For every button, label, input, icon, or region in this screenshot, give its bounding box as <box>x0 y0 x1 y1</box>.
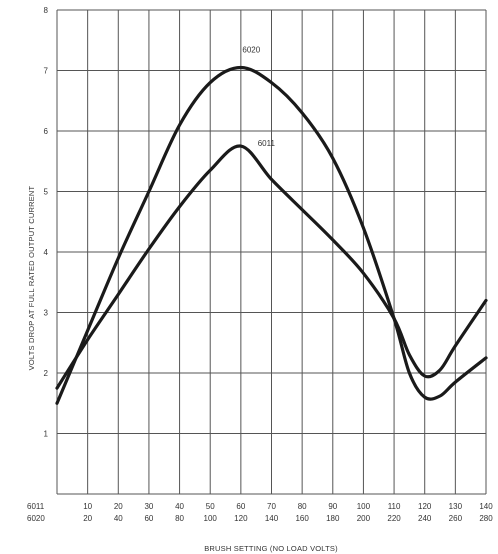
x-tick-label: 80 <box>298 502 307 511</box>
y-tick-label: 2 <box>44 369 49 378</box>
x-tick-label: 6020 <box>27 514 45 523</box>
x-tick-label: 90 <box>328 502 337 511</box>
y-tick-label: 7 <box>44 67 49 76</box>
x-tick-label: 200 <box>357 514 371 523</box>
x-tick-label: 140 <box>479 502 493 511</box>
y-tick-label: 5 <box>44 188 49 197</box>
series-label-6020: 6020 <box>242 45 260 54</box>
series-lines <box>55 65 488 405</box>
x-tick-label: 60 <box>144 514 153 523</box>
y-axis-label: VOLTS DROP AT FULL RATED OUTPUT CURRENT <box>27 185 36 370</box>
x-tick-label: 20 <box>114 502 123 511</box>
y-tick-label: 6 <box>44 127 49 136</box>
y-tick-label: 4 <box>44 248 49 257</box>
x-axis-label: BRUSH SETTING (NO LOAD VOLTS) <box>204 544 338 553</box>
x-tick-label: 10 <box>83 502 92 511</box>
y-tick-labels: 1 2 3 4 5 6 7 8 <box>44 6 49 439</box>
y-tick-label: 1 <box>44 430 49 439</box>
x-tick-label: 220 <box>387 514 401 523</box>
x-tick-label: 180 <box>326 514 340 523</box>
x-tick-label: 240 <box>418 514 432 523</box>
x-tick-label: 70 <box>267 502 276 511</box>
x-tick-label: 40 <box>175 502 184 511</box>
x-tick-label: 120 <box>234 514 248 523</box>
y-tick-label: 8 <box>44 6 49 15</box>
x-tick-label: 20 <box>83 514 92 523</box>
x-tick-labels: 6011 10 20 30 40 50 60 70 80 90 100 110 120 130 140602… <box>27 502 493 523</box>
x-tick-label: 260 <box>449 514 463 523</box>
x-tick-label: 50 <box>206 502 215 511</box>
x-tick-label: 60 <box>236 502 245 511</box>
x-tick-label: 140 <box>265 514 279 523</box>
x-tick-label: 30 <box>144 502 153 511</box>
x-tick-label: 160 <box>295 514 309 523</box>
x-tick-label: 130 <box>449 502 463 511</box>
grid <box>56 9 487 495</box>
x-tick-label: 100 <box>204 514 218 523</box>
x-tick-label: 280 <box>479 514 493 523</box>
x-tick-label: 120 <box>418 502 432 511</box>
x-tick-label: 100 <box>357 502 371 511</box>
x-tick-label: 80 <box>175 514 184 523</box>
x-tick-label: 6011 <box>27 502 45 511</box>
x-tick-label: 110 <box>388 502 401 511</box>
series-label-6011: 6011 <box>258 139 276 148</box>
x-tick-label: 40 <box>114 514 123 523</box>
series-line-6011 <box>55 144 488 390</box>
series-line-6020 <box>55 65 488 405</box>
series-labels: 6020 6011 <box>242 45 275 148</box>
y-tick-label: 3 <box>44 309 49 318</box>
